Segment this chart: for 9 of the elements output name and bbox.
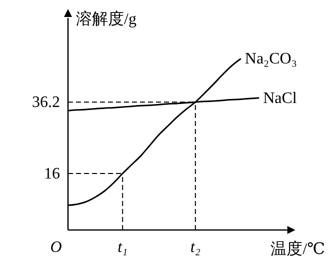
x-tick-label: t₂ [190,239,201,256]
y-tick-label: 16 [44,165,60,182]
x-axis-title: 温度/℃ [270,240,325,258]
y-axis-title: 溶解度/g [76,10,136,28]
x-tick-label: t₁ [118,239,128,256]
series-label: NaCl [263,90,298,107]
series-label: Na₂CO₃ [244,50,297,68]
text: O [50,239,62,256]
y-tick-label: 36.2 [32,94,60,112]
